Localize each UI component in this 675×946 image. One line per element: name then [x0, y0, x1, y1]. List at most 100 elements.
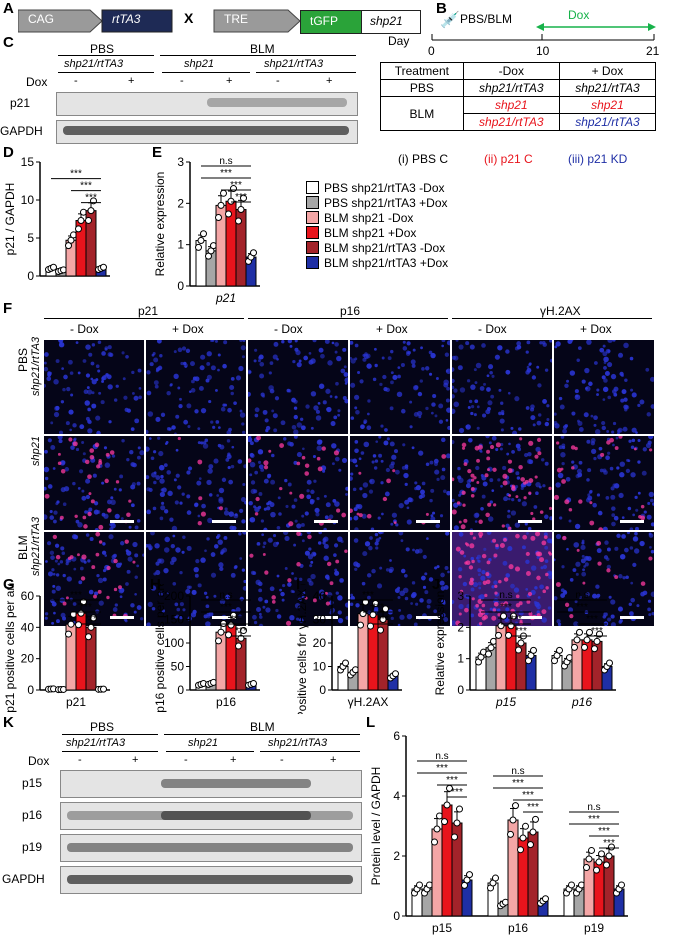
data-point — [492, 874, 499, 882]
micrograph-tile — [248, 436, 348, 530]
data-point — [603, 861, 610, 869]
blot-c-dox-label: Dox — [26, 75, 48, 89]
data-point — [215, 213, 222, 221]
mic-row-1: shp21/rtTA3 — [30, 336, 42, 396]
data-point — [441, 818, 448, 826]
timeline-dox: Dox — [568, 8, 590, 22]
significance-label: n.s — [219, 590, 232, 601]
significance-label: *** — [586, 614, 598, 625]
significance-label: n.s — [575, 590, 588, 601]
significance-label: *** — [500, 602, 512, 613]
significance-label: *** — [436, 763, 448, 774]
data-point — [515, 646, 522, 654]
data-point — [50, 263, 57, 271]
data-point — [237, 206, 245, 214]
cag-label: CAG — [28, 12, 55, 26]
tre-label: TRE — [224, 12, 248, 26]
legend-label: BLM shp21 +Dox — [324, 225, 417, 240]
micrograph-tile — [146, 532, 246, 626]
table-cell: shp21/rtTA3 — [558, 113, 657, 131]
data-point — [77, 217, 85, 225]
y-tick-label: 50 — [171, 660, 185, 674]
data-point — [583, 636, 591, 644]
data-point — [217, 628, 225, 636]
legend-swatch — [306, 196, 319, 209]
mic-col-p16: p16 — [340, 304, 361, 318]
data-point — [250, 249, 257, 257]
significance-label: *** — [512, 778, 524, 789]
data-point — [585, 855, 593, 863]
data-point — [87, 207, 95, 215]
tgfp-label: tGFP — [310, 14, 339, 28]
blot-c-p21-strip — [56, 92, 358, 116]
y-tick-label: 20 — [21, 652, 35, 666]
data-point — [200, 230, 207, 238]
y-tick-label: 2 — [177, 196, 184, 210]
table-row-pbs: PBS — [380, 79, 464, 97]
legend-item: BLM shp21/rtTA3 +Dox — [306, 255, 546, 270]
x-category-label: p16 — [508, 921, 528, 935]
panel-label-b: B — [436, 0, 447, 17]
dox-sign: + — [132, 754, 139, 766]
legend-label: BLM shp21/rtTA3 -Dox — [324, 240, 446, 255]
significance-label: *** — [85, 193, 97, 204]
mic-condition-label: + Dox — [580, 322, 612, 336]
data-point — [240, 194, 247, 202]
y-tick-label: 0 — [319, 683, 326, 697]
panel-label-a: A — [3, 0, 14, 17]
legend-item: PBS shp21/rtTA3 +Dox — [306, 195, 546, 210]
micrograph-tile — [350, 436, 450, 530]
data-point — [433, 825, 441, 833]
mic-row-group-pbs: PBS — [16, 347, 30, 372]
data-point — [519, 834, 527, 842]
blot-c-sub-1: shp21/rtTA3 — [64, 58, 124, 70]
significance-label: n.s — [511, 766, 524, 777]
panel-label-i: I — [296, 576, 301, 593]
legend-label: PBS shp21/rtTA3 -Dox — [324, 180, 445, 195]
y-tick-label: 200 — [164, 589, 184, 603]
x-category-label: p15 — [432, 921, 452, 935]
blot-c-sub-2: shp21 — [184, 58, 214, 70]
data-point — [392, 670, 399, 678]
data-point — [487, 644, 495, 652]
blot-k-dox-label: Dox — [28, 754, 50, 768]
data-point — [75, 621, 82, 629]
data-point — [197, 237, 205, 245]
blot-c-gapdh-strip — [56, 120, 358, 144]
panel-label-f: F — [3, 300, 13, 317]
data-point — [65, 630, 72, 638]
data-point — [556, 646, 563, 654]
data-point — [87, 623, 95, 631]
data-point — [362, 598, 369, 606]
data-point — [517, 639, 525, 647]
data-point — [527, 841, 534, 849]
legend-item: BLM shp21 -Dox — [306, 210, 546, 225]
legend-p21-c: (ii) p21 C — [484, 152, 533, 166]
legend: PBS shp21/rtTA3 -Dox PBS shp21/rtTA3 +Dox… — [306, 180, 546, 270]
table-cell: shp21 — [462, 96, 560, 114]
data-point — [530, 646, 537, 654]
tgfp-box — [300, 10, 362, 34]
y-tick-label: 10 — [313, 660, 327, 674]
dox-sign: - — [78, 754, 82, 766]
data-point — [517, 846, 524, 854]
data-point — [372, 600, 379, 608]
dox-sign: + — [326, 75, 333, 87]
micrograph-tile — [146, 340, 246, 434]
data-point — [431, 838, 438, 846]
data-point — [532, 815, 539, 823]
syringe-icon: 💉 — [440, 12, 460, 29]
data-point — [357, 621, 364, 629]
legend-swatch — [306, 226, 319, 239]
y-tick-label: 4 — [393, 789, 400, 803]
data-point — [522, 822, 529, 830]
significance-label: *** — [451, 787, 463, 798]
micrograph-tile — [44, 436, 144, 530]
data-point — [377, 626, 384, 634]
y-tick-label: 0 — [27, 269, 34, 283]
chart-g: 0 20 40 60 p21 positive cells per area p21 ***… — [3, 584, 110, 713]
data-point — [90, 614, 97, 622]
y-tick-label: 2 — [457, 620, 464, 634]
